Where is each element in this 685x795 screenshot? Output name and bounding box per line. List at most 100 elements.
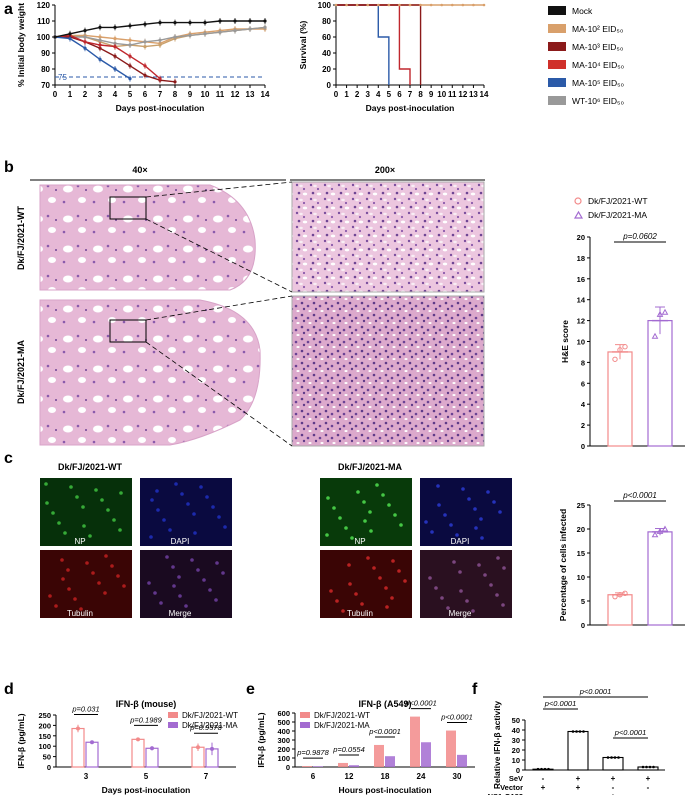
data-point: [651, 332, 659, 339]
confocal-signal: [428, 576, 432, 580]
data-point: [158, 38, 162, 42]
y-tick-label: 200: [38, 721, 51, 730]
x-tick-label: 5: [387, 90, 392, 99]
confocal-signal: [492, 500, 496, 504]
x-tick-label: 0: [334, 90, 339, 99]
zoom-box: [109, 319, 147, 343]
confocal-signal: [159, 601, 163, 605]
y-tick-label: 0: [516, 766, 520, 775]
confocal-signal: [223, 525, 227, 529]
condition-mark: -: [647, 792, 650, 795]
confocal-signal: [199, 485, 203, 489]
data-point: [408, 3, 412, 7]
confocal-signal: [110, 564, 114, 568]
confocal-signal: [338, 516, 342, 520]
data-point: [150, 746, 154, 751]
confocal-signal: [180, 492, 184, 496]
x-tick-label: 18: [381, 772, 390, 781]
confocal-signal: [85, 561, 89, 565]
x-tick-label: 4: [113, 90, 118, 99]
confocal-signal: [122, 584, 126, 588]
data-point: [366, 3, 370, 7]
confocal-signal: [57, 521, 61, 525]
data-point: [461, 3, 465, 7]
y-tick-label: 90: [41, 49, 50, 58]
chart-title: IFN-β (A549): [359, 699, 412, 709]
confocal-signal: [172, 584, 176, 588]
bar: [302, 766, 312, 767]
data-point: [606, 756, 610, 759]
data-point: [173, 35, 177, 39]
confocal-signal: [443, 513, 447, 517]
y-tick-label: 18: [577, 254, 585, 263]
confocal-signal: [390, 596, 394, 600]
confocal-signal: [156, 508, 160, 512]
confocal-signal: [155, 489, 159, 493]
panel-letter-a: a: [4, 1, 13, 18]
histology-image-ma-40x: [39, 299, 261, 446]
x-tick-label: 8: [418, 90, 423, 99]
channel-label: Merge: [449, 609, 472, 618]
bar: [647, 531, 673, 626]
x-tick-label: 10: [437, 90, 446, 99]
data-point: [188, 33, 192, 38]
p-value: p=0.031: [71, 705, 99, 714]
data-point: [661, 308, 669, 315]
data-point: [203, 32, 207, 36]
confocal-signal: [465, 599, 469, 603]
y-tick-label: 0: [581, 442, 585, 451]
data-point: [188, 21, 192, 25]
data-point: [158, 43, 162, 47]
data-point: [98, 46, 102, 50]
confocal-signal: [211, 505, 215, 509]
data-point: [90, 740, 94, 745]
confocal-signal: [332, 506, 336, 510]
data-point: [158, 77, 162, 81]
confocal-signal: [326, 496, 330, 500]
y-axis-title: Dk/FJ/2021-WT: [16, 205, 26, 270]
series-line: [54, 34, 161, 80]
confocal-signal: [455, 533, 459, 537]
x-tick-label: 1: [344, 90, 349, 99]
x-tick-label: 30: [453, 772, 462, 781]
data-point: [128, 77, 132, 81]
x-tick-label: 8: [173, 90, 178, 99]
bar: [338, 762, 348, 767]
p-value: p<0.0001: [404, 699, 437, 708]
confocal-signal: [424, 520, 428, 524]
bar: [313, 766, 323, 767]
condition-mark: +: [576, 783, 581, 792]
condition-mark: -: [647, 783, 650, 792]
bar: [385, 756, 395, 767]
panel-letter-b: b: [4, 159, 14, 176]
x-tick-label: 7: [408, 90, 413, 99]
confocal-signal: [75, 495, 79, 499]
y-tick-label: 0: [47, 763, 51, 772]
legend-label: Dk/FJ/2021-WT: [588, 196, 648, 206]
confocal-signal: [94, 488, 98, 492]
data-point: [571, 730, 575, 733]
confocal-signal: [387, 503, 391, 507]
data-point: [419, 3, 422, 7]
p-value: p=0.9578: [189, 723, 222, 732]
confocal-signal: [67, 587, 71, 591]
y-tick-label: 0: [327, 81, 332, 90]
confocal-image: [40, 478, 132, 546]
x-axis-title: Days post-inoculation: [116, 103, 205, 113]
x-axis-title: Hours post-inoculation: [338, 785, 431, 795]
confocal-signal: [461, 487, 465, 491]
confocal-signal: [479, 517, 483, 521]
confocal-signal: [363, 519, 367, 523]
legend-swatch: [548, 96, 566, 105]
data-point: [143, 73, 147, 77]
channel-label: NP: [354, 537, 365, 546]
confocal-signal: [171, 565, 175, 569]
confocal-signal: [368, 510, 372, 514]
x-tick-label: 3: [98, 90, 103, 99]
confocal-signal: [82, 524, 86, 528]
confocal-signal: [347, 563, 351, 567]
y-tick-label: 80: [322, 17, 331, 26]
confocal-signal: [483, 573, 487, 577]
confocal-signal: [178, 594, 182, 598]
legend-label: MA-10⁴ EID₅₀: [572, 60, 625, 70]
